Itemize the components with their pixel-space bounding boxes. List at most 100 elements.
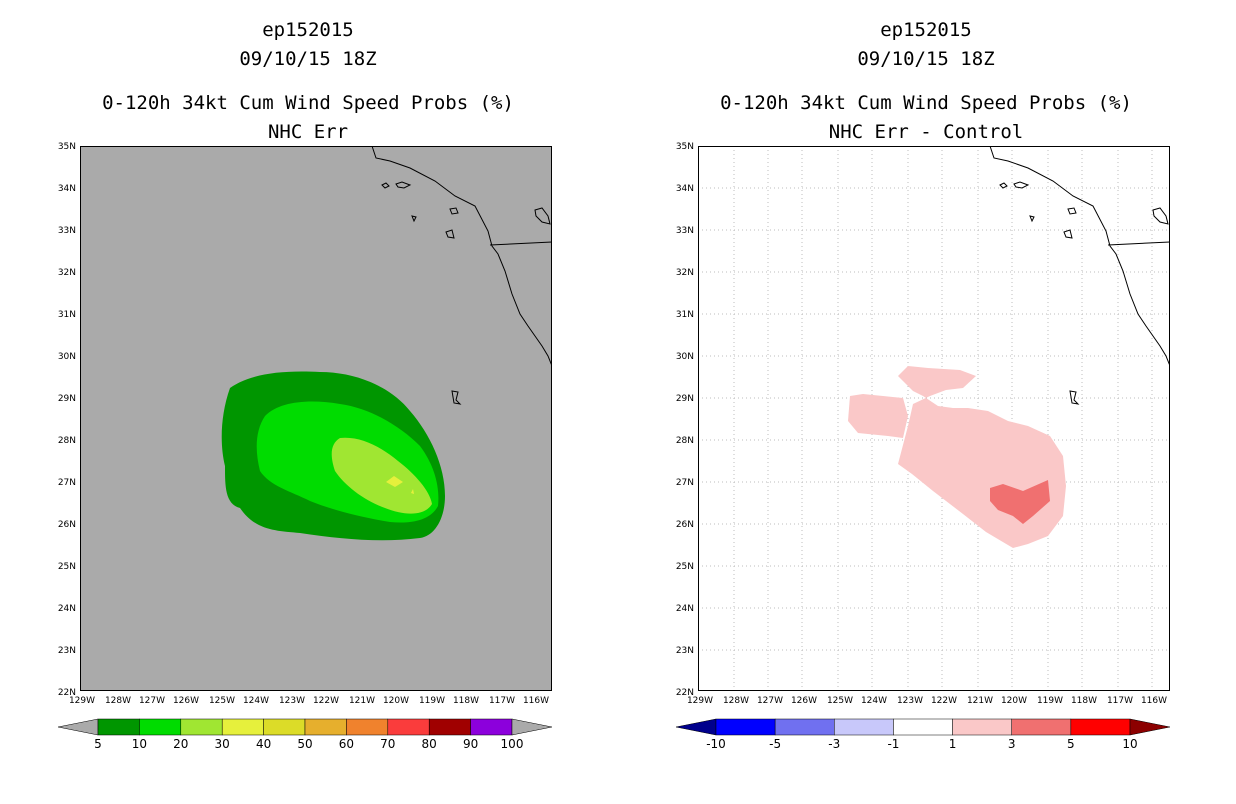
lon-label: 121W (967, 696, 993, 706)
left-product-title: 0-120h 34kt Cum Wind Speed Probs (%) (102, 92, 514, 114)
left-datetime: 09/10/15 18Z (239, 48, 376, 70)
colorbar-label: -1 (887, 737, 899, 751)
lon-label: 123W (897, 696, 923, 706)
lat-label: 30N (676, 352, 694, 362)
colorbar-segment (139, 718, 182, 736)
colorbar-label: 5 (94, 737, 102, 751)
right-datetime: 09/10/15 18Z (857, 48, 994, 70)
left-lon-ticks: 129W 128W 127W 126W 125W 124W 123W 122W … (69, 696, 549, 706)
lat-label: 26N (58, 520, 76, 530)
colorbar-segment (715, 718, 776, 736)
lat-label: 23N (58, 646, 76, 656)
colorbar-left-arrow (675, 718, 717, 736)
lat-label: 25N (58, 562, 76, 572)
colorbar-label: -3 (828, 737, 840, 751)
right-panel: ep152015 09/10/15 18Z 0-120h 34kt Cum Wi… (675, 19, 1171, 751)
lat-label: 31N (58, 310, 76, 320)
right-coastline (989, 146, 1170, 405)
california-coastline (371, 146, 552, 367)
lon-label: 123W (279, 696, 305, 706)
lat-label: 28N (676, 436, 694, 446)
colorbar-label: 20 (173, 737, 188, 751)
lon-label: 129W (69, 696, 95, 706)
colorbar-segment (304, 718, 347, 736)
lon-label: 124W (243, 696, 269, 706)
lat-label: 27N (58, 478, 76, 488)
lat-label: 34N (58, 184, 76, 194)
lat-label: 32N (676, 268, 694, 278)
contour-30pct (386, 476, 403, 487)
contour-diff-1-west (848, 394, 908, 438)
left-coastline (371, 146, 552, 405)
lon-label: 126W (173, 696, 199, 706)
us-mexico-border (489, 241, 552, 246)
lon-label: 120W (1001, 696, 1027, 706)
right-product-title: 0-120h 34kt Cum Wind Speed Probs (%) (720, 92, 1132, 114)
lat-label: 28N (58, 436, 76, 446)
lon-label: 119W (419, 696, 445, 706)
colorbar-segment (221, 718, 264, 736)
lat-label: 35N (676, 142, 694, 152)
colorbar-label: 5 (1067, 737, 1075, 751)
left-subtitle: NHC Err (268, 121, 348, 143)
lon-label: 122W (313, 696, 339, 706)
contour-diff-3 (990, 480, 1050, 524)
left-map (80, 146, 552, 691)
right-storm-id: ep152015 (880, 19, 972, 41)
right-map (698, 146, 1170, 691)
lat-label: 22N (58, 688, 76, 698)
colorbar-label: 1 (949, 737, 957, 751)
colorbar-label: 90 (463, 737, 478, 751)
colorbar-label: 10 (1122, 737, 1137, 751)
lon-label: 117W (1107, 696, 1133, 706)
lon-label: 118W (1071, 696, 1097, 706)
lon-label: 116W (1141, 696, 1167, 706)
colorbar-label: 80 (422, 737, 437, 751)
colorbar-segment (470, 718, 513, 736)
colorbar-label: -10 (706, 737, 726, 751)
lon-label: 116W (523, 696, 549, 706)
colorbar-right-arrow (511, 718, 553, 736)
lon-label: 124W (861, 696, 887, 706)
lat-label: 31N (676, 310, 694, 320)
colorbar-segment (387, 718, 430, 736)
colorbar-segment (893, 718, 953, 736)
colorbar-label: 40 (256, 737, 271, 751)
lat-label: 35N (58, 142, 76, 152)
right-lon-ticks: 129W 128W 127W 126W 125W 124W 123W 122W … (687, 696, 1167, 706)
california-coastline (989, 146, 1170, 367)
lon-label: 127W (139, 696, 165, 706)
lat-label: 33N (676, 226, 694, 236)
lon-label: 119W (1037, 696, 1063, 706)
contour-30pct-small (411, 489, 414, 494)
lon-label: 126W (791, 696, 817, 706)
lat-label: 33N (58, 226, 76, 236)
colorbar-segment (180, 718, 223, 736)
us-mexico-border (1107, 241, 1170, 246)
colorbar-label: 60 (339, 737, 354, 751)
left-lat-ticks: 35N 34N 33N 32N 31N 30N 29N 28N 27N 26N … (58, 142, 76, 698)
lon-label: 128W (723, 696, 749, 706)
left-panel: ep152015 09/10/15 18Z 0-120h 34kt Cum Wi… (57, 19, 553, 751)
lat-label: 34N (676, 184, 694, 194)
colorbar-segment (1011, 718, 1072, 736)
lat-label: 29N (58, 394, 76, 404)
channel-islands (999, 181, 1169, 405)
lat-label: 24N (58, 604, 76, 614)
lat-label: 29N (676, 394, 694, 404)
lat-label: 25N (676, 562, 694, 572)
colorbar-left-arrow (57, 718, 99, 736)
lat-label: 23N (676, 646, 694, 656)
lon-label: 125W (827, 696, 853, 706)
colorbar-segment (834, 718, 894, 736)
colorbar-label: 100 (501, 737, 524, 751)
lon-label: 129W (687, 696, 713, 706)
right-map-frame (698, 146, 1170, 691)
colorbar-segment (97, 718, 140, 736)
lon-label: 128W (105, 696, 131, 706)
lon-label: 117W (489, 696, 515, 706)
lon-label: 125W (209, 696, 235, 706)
left-storm-id: ep152015 (262, 19, 354, 41)
lon-label: 127W (757, 696, 783, 706)
